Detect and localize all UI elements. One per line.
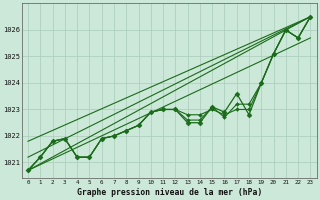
X-axis label: Graphe pression niveau de la mer (hPa): Graphe pression niveau de la mer (hPa)	[76, 188, 262, 197]
